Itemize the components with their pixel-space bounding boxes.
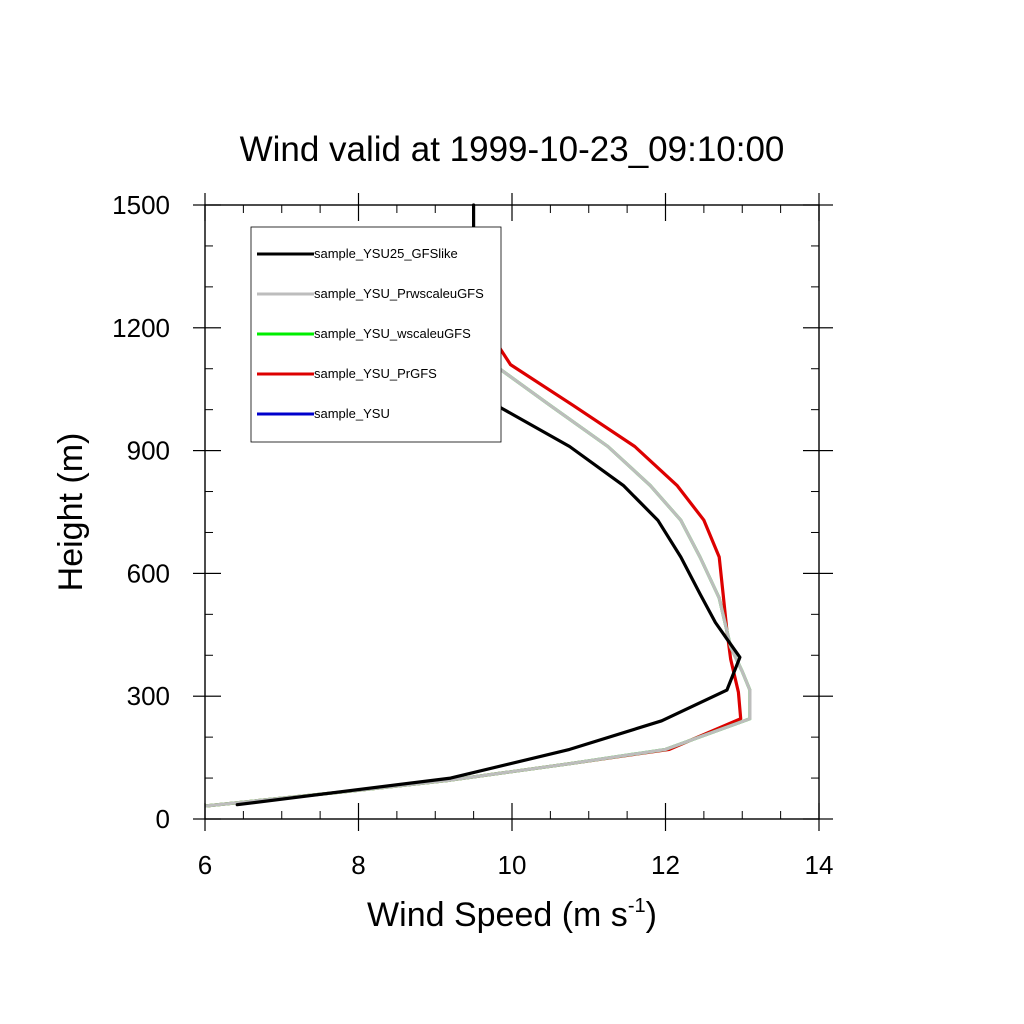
y-tick-label: 1200 <box>112 313 170 343</box>
ticks-layer: 6 8 10 12 14 0 300 600 900 1200 1500 <box>112 190 833 880</box>
y-tick-label: 1500 <box>112 190 170 220</box>
x-axis-title-superscript: -1 <box>628 895 646 917</box>
x-axis-title-text: Wind Speed (m s <box>367 896 628 934</box>
y-axis-title: Height (m) <box>52 433 90 592</box>
legend-label: sample_YSU <box>314 406 390 421</box>
x-axis-title-end: ) <box>646 896 657 934</box>
series-line <box>204 285 752 808</box>
y-tick-label: 300 <box>127 681 170 711</box>
x-tick-label: 12 <box>651 850 680 880</box>
legend: sample_YSU25_GFSlike sample_YSU_Prwscaleu… <box>250 226 502 443</box>
legend-label: sample_YSU_wscaleuGFS <box>314 326 471 341</box>
legend-items: sample_YSU25_GFSlike sample_YSU_Prwscaleu… <box>257 246 484 421</box>
x-tick-label: 6 <box>198 850 212 880</box>
legend-label: sample_YSU_PrGFS <box>314 366 437 381</box>
chart-title: Wind valid at 1999-10-23_09:10:00 <box>240 130 785 169</box>
y-tick-label: 0 <box>156 804 170 834</box>
x-tick-label: 10 <box>498 850 527 880</box>
x-axis-title: Wind Speed (m s-1) <box>367 895 657 934</box>
y-tick-label: 900 <box>127 436 170 466</box>
legend-label: sample_YSU_PrwscaleuGFS <box>314 286 484 301</box>
y-tick-label: 600 <box>127 558 170 588</box>
legend-label: sample_YSU25_GFSlike <box>314 246 458 261</box>
x-tick-label: 8 <box>351 850 365 880</box>
x-tick-label: 14 <box>805 850 834 880</box>
